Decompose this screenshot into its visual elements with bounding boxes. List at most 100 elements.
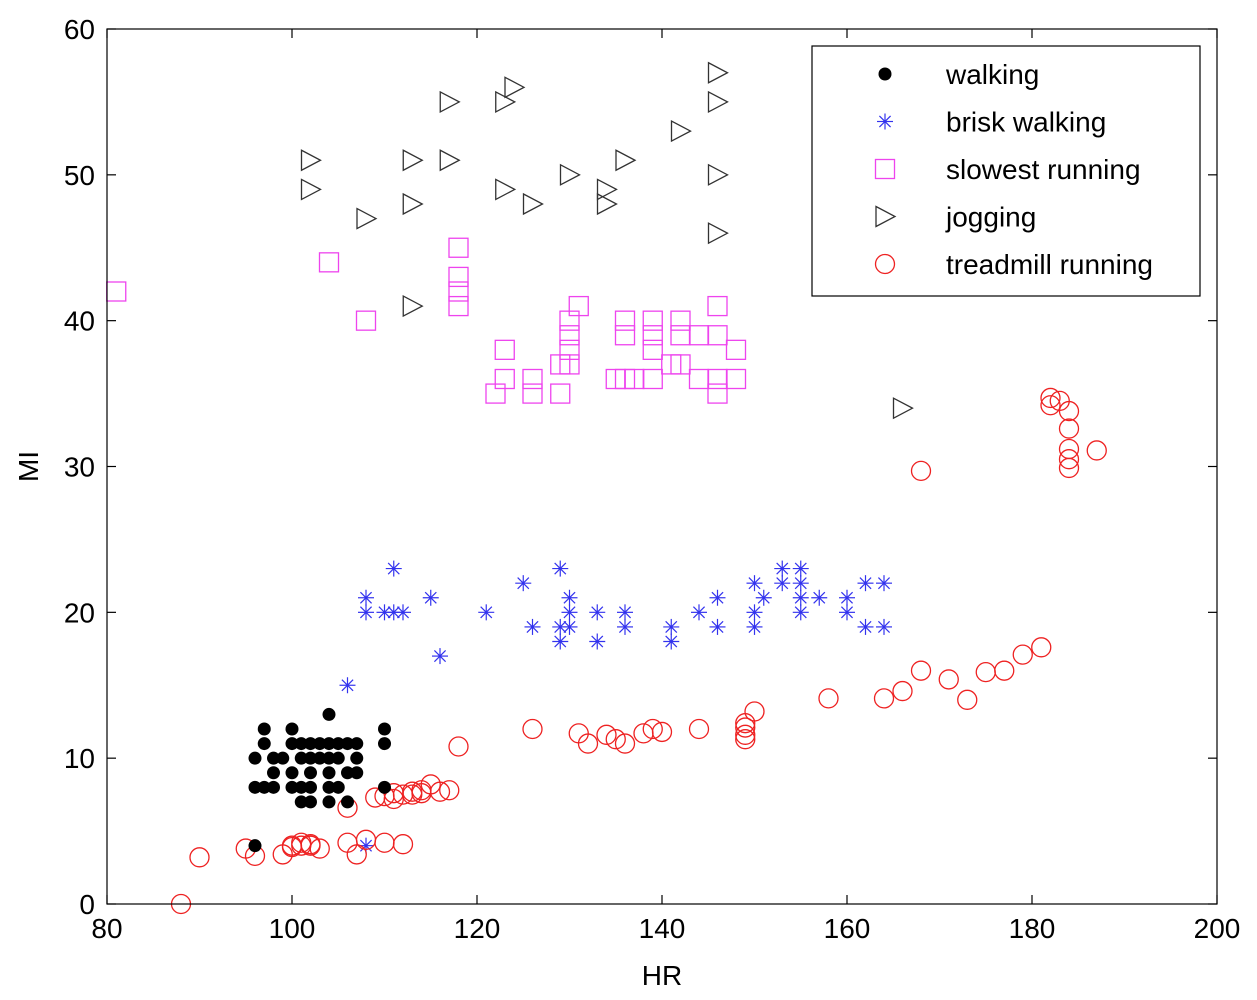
- data-point: [385, 560, 402, 577]
- data-point: [248, 780, 262, 794]
- legend-item: slowest running: [874, 154, 1141, 185]
- data-point: [341, 795, 354, 809]
- data-point: [818, 688, 839, 709]
- data-point: [774, 575, 791, 592]
- data-point: [267, 751, 280, 765]
- data-point: [670, 120, 692, 143]
- data-point: [294, 780, 308, 794]
- data-point: [552, 618, 569, 635]
- data-point: [561, 589, 578, 606]
- data-point: [304, 751, 317, 765]
- data-point: [1086, 440, 1107, 461]
- data-point: [1040, 387, 1061, 409]
- y-tick-label: 20: [64, 597, 95, 628]
- data-point: [663, 618, 680, 635]
- data-point: [331, 751, 345, 765]
- data-point: [892, 680, 913, 702]
- data-point: [285, 737, 299, 751]
- data-point: [322, 707, 336, 721]
- data-point: [707, 90, 729, 113]
- data-point: [707, 383, 728, 404]
- data-point: [448, 281, 469, 302]
- data-point: [300, 149, 322, 172]
- data-point: [642, 310, 663, 331]
- data-point: [617, 618, 633, 635]
- data-point: [709, 589, 726, 606]
- data-point: [839, 589, 855, 606]
- data-point: [356, 207, 378, 230]
- data-point: [642, 325, 663, 346]
- data-point: [589, 633, 606, 650]
- data-point: [605, 729, 626, 750]
- legend-marker: [877, 113, 893, 130]
- data-point: [331, 780, 345, 794]
- series-treadmill-running: [170, 387, 1107, 915]
- data-point: [792, 589, 809, 606]
- data-point: [189, 847, 210, 868]
- data-point: [339, 677, 356, 694]
- data-point: [439, 149, 461, 172]
- data-point: [341, 766, 354, 780]
- x-tick-label: 200: [1194, 913, 1241, 944]
- data-point: [294, 751, 308, 765]
- x-tick-label: 160: [824, 913, 871, 944]
- data-point: [1058, 400, 1080, 422]
- data-point: [346, 844, 367, 865]
- data-point: [707, 295, 728, 317]
- data-point: [839, 604, 855, 621]
- data-point: [248, 839, 262, 853]
- data-point: [552, 560, 569, 577]
- data-marks: [106, 61, 1107, 915]
- data-point: [392, 834, 414, 855]
- data-point: [792, 560, 809, 577]
- data-point: [378, 780, 391, 794]
- data-point: [257, 722, 271, 736]
- legend: walking brisk walking slowest running joggi…: [811, 45, 1201, 297]
- data-point: [957, 689, 978, 710]
- data-point: [448, 736, 469, 757]
- data-point: [494, 368, 515, 390]
- data-point: [522, 383, 543, 404]
- data-point: [318, 252, 340, 273]
- data-point: [448, 266, 469, 288]
- data-point: [448, 237, 469, 258]
- data-point: [857, 575, 874, 592]
- data-point: [670, 354, 691, 375]
- data-point: [755, 589, 772, 606]
- data-point: [478, 604, 495, 621]
- data-point: [559, 325, 580, 346]
- y-axis-label: MI: [13, 451, 44, 482]
- data-point: [691, 604, 707, 621]
- legend-marker: [874, 253, 896, 275]
- data-point: [304, 737, 317, 751]
- y-tick-label: 0: [79, 889, 95, 920]
- data-point: [774, 560, 791, 577]
- data-point: [257, 737, 271, 751]
- data-point: [1058, 457, 1080, 479]
- data-point: [552, 633, 569, 650]
- data-point: [876, 618, 892, 635]
- data-point: [1040, 395, 1061, 416]
- data-point: [402, 781, 423, 802]
- legend-label: slowest running: [946, 154, 1141, 185]
- data-point: [617, 604, 633, 621]
- data-point: [559, 339, 580, 360]
- x-tick-label: 180: [1009, 913, 1056, 944]
- data-point: [857, 618, 874, 635]
- y-tick-label: 60: [64, 14, 95, 45]
- data-point: [707, 325, 728, 346]
- data-point: [735, 717, 756, 738]
- data-point: [1031, 637, 1052, 658]
- data-point: [402, 149, 424, 172]
- data-point: [522, 192, 544, 216]
- data-point: [561, 618, 578, 635]
- data-point: [448, 295, 469, 317]
- data-point: [735, 724, 756, 745]
- data-point: [707, 61, 729, 84]
- data-point: [304, 780, 317, 794]
- data-point: [524, 618, 541, 635]
- data-point: [707, 163, 729, 186]
- data-point: [322, 766, 336, 780]
- data-point: [892, 397, 914, 420]
